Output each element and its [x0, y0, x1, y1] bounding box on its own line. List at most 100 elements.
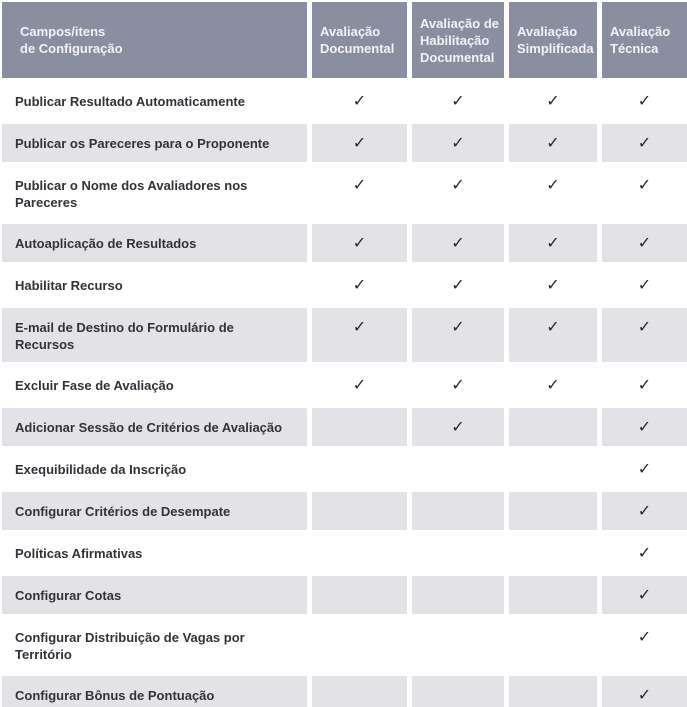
checkmark-icon: ✓: [637, 377, 652, 394]
column-header-avaliacao-simplificada: Avaliação Simplificada: [509, 2, 597, 78]
checkmark-icon: ✓: [451, 177, 465, 194]
checkmark-icon: ✓: [352, 177, 367, 194]
check-cell: ✓: [602, 534, 687, 572]
check-cell: ✓: [509, 308, 597, 362]
row-label: Configurar Distribuição de Vagas por Ter…: [15, 630, 245, 662]
row-label: Habilitar Recurso: [15, 278, 123, 293]
check-cell: ✓: [602, 308, 687, 362]
checkmark-icon: ✓: [637, 319, 652, 336]
check-cell: ✓: [602, 166, 687, 220]
checkmark-icon: ✓: [546, 235, 560, 252]
check-cell: ✓: [412, 266, 504, 304]
checkmark-icon: ✓: [352, 93, 367, 110]
check-cell: ✓: [602, 618, 687, 672]
checkmark-icon: ✓: [546, 135, 560, 152]
row-label: Configurar Cotas: [2, 576, 307, 614]
check-cell: ✓: [509, 266, 597, 304]
check-cell: [412, 618, 504, 672]
check-cell: ✓: [412, 224, 504, 262]
table-row: Configurar Distribuição de Vagas por Ter…: [2, 618, 687, 672]
checkmark-icon: ✓: [637, 461, 652, 478]
check-cell: ✓: [312, 266, 407, 304]
check-cell: ✓: [312, 308, 407, 362]
check-cell: ✓: [412, 124, 504, 162]
check-cell: ✓: [312, 224, 407, 262]
column-header-avaliacao-habilitacao-documental: Avaliação de Habilitação Documental: [412, 2, 504, 78]
table-row: Configurar Cotas ✓: [2, 576, 687, 614]
row-label: Exequibilidade da Inscrição: [15, 462, 187, 477]
checkmark-icon: ✓: [546, 319, 560, 336]
checkmark-icon: ✓: [451, 419, 465, 436]
checkmark-icon: ✓: [352, 235, 367, 252]
checkmark-icon: ✓: [637, 93, 652, 110]
check-cell: ✓: [602, 408, 687, 446]
row-label: Configurar Critérios de Desempate: [2, 492, 307, 530]
check-cell: [312, 492, 407, 530]
column-header-avaliacao-tecnica: Avaliação Técnica: [602, 2, 687, 78]
check-cell: ✓: [602, 492, 687, 530]
checkmark-icon: ✓: [546, 377, 560, 394]
table-header-row: Campos/itens de Configuração Avaliação D…: [2, 2, 687, 78]
row-label: Políticas Afirmativas: [15, 546, 143, 561]
check-cell: ✓: [602, 576, 687, 614]
checkmark-icon: ✓: [546, 93, 560, 110]
table-row: Exequibilidade da Inscrição ✓: [2, 450, 687, 488]
check-cell: ✓: [602, 224, 687, 262]
check-cell: ✓: [412, 408, 504, 446]
checkmark-icon: ✓: [637, 177, 652, 194]
check-cell: [509, 492, 597, 530]
check-cell: [312, 676, 407, 707]
checkmark-icon: ✓: [451, 235, 465, 252]
table-row: Publicar o Nome dos Avaliadores nos Pare…: [2, 166, 687, 220]
check-cell: ✓: [412, 308, 504, 362]
check-cell: [412, 576, 504, 614]
check-cell: [312, 408, 407, 446]
check-cell: [412, 450, 504, 488]
check-cell: ✓: [509, 82, 597, 120]
table-body: Publicar Resultado Automaticamente ✓ ✓ ✓ ✓ Pu…: [2, 82, 687, 707]
check-cell: ✓: [602, 676, 687, 707]
check-cell: ✓: [509, 224, 597, 262]
checkmark-icon: ✓: [451, 319, 465, 336]
check-cell: ✓: [509, 366, 597, 404]
table-row: Excluir Fase de Avaliação ✓ ✓ ✓ ✓: [2, 366, 687, 404]
check-cell: [412, 676, 504, 707]
row-label: Excluir Fase de Avaliação: [15, 378, 174, 393]
check-cell: [509, 534, 597, 572]
checkmark-icon: ✓: [352, 319, 367, 336]
row-label: E-mail de Destino do Formulário de Recur…: [2, 308, 307, 362]
table-row: Políticas Afirmativas ✓: [2, 534, 687, 572]
checkmark-icon: ✓: [451, 377, 465, 394]
check-cell: ✓: [312, 166, 407, 220]
table-row: Publicar Resultado Automaticamente ✓ ✓ ✓ ✓: [2, 82, 687, 120]
checkmark-icon: ✓: [637, 235, 652, 252]
table-row: E-mail de Destino do Formulário de Recur…: [2, 308, 687, 362]
check-cell: [509, 676, 597, 707]
row-label: Publicar os Pareceres para o Proponente: [2, 124, 307, 162]
check-cell: ✓: [312, 82, 407, 120]
table-row: Habilitar Recurso ✓ ✓ ✓ ✓: [2, 266, 687, 304]
check-cell: [412, 492, 504, 530]
check-cell: ✓: [602, 82, 687, 120]
table-row: Publicar os Pareceres para o Proponente ✓…: [2, 124, 687, 162]
check-cell: ✓: [509, 124, 597, 162]
check-cell: [312, 450, 407, 488]
table-row: Configurar Bônus de Pontuação ✓: [2, 676, 687, 707]
check-cell: [509, 450, 597, 488]
row-label: Configurar Bônus de Pontuação: [2, 676, 307, 707]
check-cell: ✓: [602, 366, 687, 404]
checkmark-icon: ✓: [637, 545, 652, 562]
row-label: Publicar Resultado Automaticamente: [15, 94, 245, 109]
checkmark-icon: ✓: [637, 419, 652, 436]
check-cell: ✓: [602, 266, 687, 304]
check-cell: [412, 534, 504, 572]
checkmark-icon: ✓: [637, 135, 652, 152]
column-header-campos-itens-configuracao: Campos/itens de Configuração: [2, 2, 307, 78]
check-cell: [509, 576, 597, 614]
row-label: Autoaplicação de Resultados: [2, 224, 307, 262]
table-row: Autoaplicação de Resultados ✓ ✓ ✓ ✓: [2, 224, 687, 262]
row-label: Adicionar Sessão de Critérios de Avaliaç…: [2, 408, 307, 446]
check-cell: ✓: [412, 82, 504, 120]
